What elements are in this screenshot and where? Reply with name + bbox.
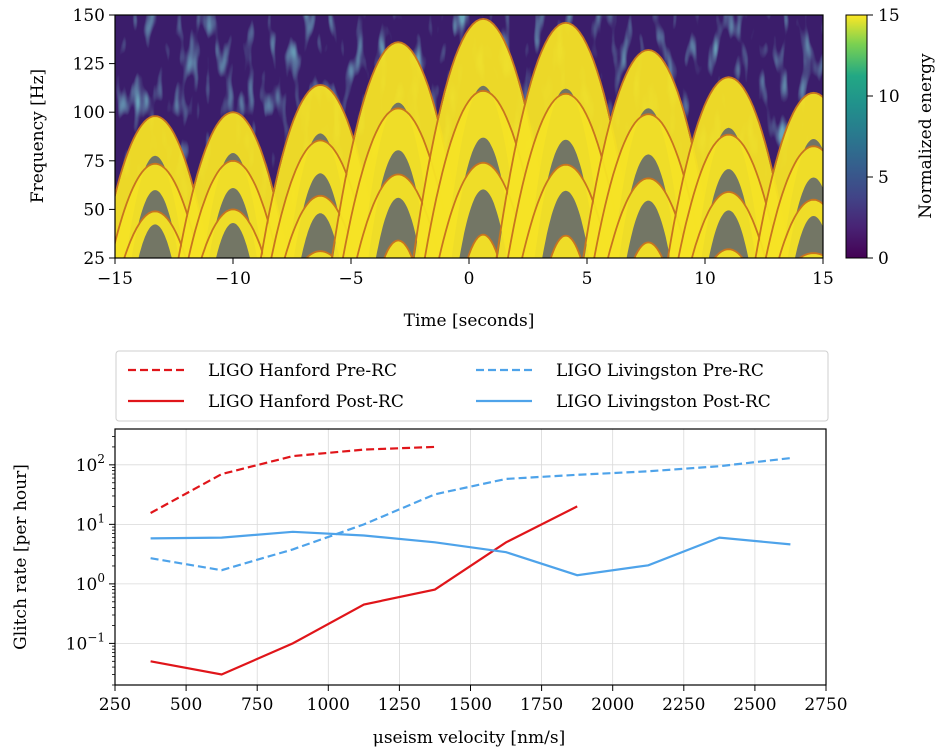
spectrogram-harmonic-line [549,234,582,258]
spectrogram-x-tick-label: 15 [812,269,834,289]
line-plot-x-tick-label: 2500 [733,695,776,715]
spectrogram-harmonic-line [764,145,823,258]
colorbar [846,15,867,258]
line-plot-x-tick-label: 2750 [804,695,847,715]
spectrogram-arch [330,41,466,258]
colorbar-tick-label: 15 [878,6,900,26]
legend-entry: LIGO Hanford Post-RC [128,392,404,412]
line-plot-y-axis-label: Glitch rate [per hour] [11,464,31,650]
spectrogram-gap [216,223,250,258]
spectrogram-y-tick-label: 125 [73,55,105,75]
legend-label: LIGO Livingston Post-RC [556,392,771,412]
spectrogram-harmonic-line [383,239,413,258]
line-series-ligo-livingston-pre-rc [150,457,791,572]
spectrogram-harmonic-line [305,250,335,258]
spectrogram-gap [375,197,421,258]
line-plot-x-tick-label: 250 [99,695,131,715]
spectrogram-gap [626,200,671,258]
spectrogram-x-axis-label: Time [seconds] [404,311,535,331]
colorbar-label: Normalized energy [916,53,936,219]
spectrogram-x-tick-label: −10 [215,269,251,289]
line-plot-x-tick-label: 1750 [520,695,563,715]
spectrogram-energy-band [468,234,499,258]
line-plot-y-tick-label: 102 [76,452,105,476]
spectrogram-harmonic-line [778,198,823,258]
legend-label: LIGO Hanford Pre-RC [208,361,397,381]
spectrogram-harmonic-line [123,210,187,258]
spectrogram-arch [115,115,210,258]
spectrogram-harmonic-line [200,208,266,258]
spectrogram-y-tick-label: 75 [83,152,105,172]
colorbar-frame [845,14,868,259]
line-series-ligo-livingston-post-rc [150,530,791,577]
spectrogram-harmonic-line [115,162,200,258]
line-plot-x-tick-label: 1000 [307,695,350,715]
spectrogram-gap [542,190,590,258]
line-plot-x-tick-label: 500 [170,695,202,715]
spectrogram-y-tick-label: 100 [73,103,105,123]
spectrogram-harmonic-line [667,76,791,258]
legend-entry: LIGO Hanford Pre-RC [128,361,397,381]
spectrogram-y-tick-label: 50 [83,200,105,220]
legend-entry: LIGO Livingston Post-RC [476,392,771,412]
colorbar-tick-label: 0 [878,249,889,269]
spectrogram-y-tick-label: 25 [83,249,105,269]
spectrogram-harmonic-line [467,233,500,258]
spectrogram-harmonic-line [115,115,210,258]
spectrogram-x-tick-label: 5 [582,269,593,289]
spectrogram-x-tick-label: −5 [338,269,363,289]
spectrogram-harmonic-line [691,190,767,258]
legend-label: LIGO Hanford Post-RC [208,392,404,412]
spectrogram-harmonic-line [677,133,780,258]
colorbar-tick-label: 10 [878,87,900,107]
line-plot-x-tick-label: 750 [241,695,273,715]
line-plot-x-tick-label: 1250 [378,695,421,715]
spectrogram-x-tick-label: 10 [694,269,716,289]
spectrogram-gap [795,216,823,258]
line-series-ligo-hanford-post-rc [150,505,578,676]
spectrogram-y-tick-label: 150 [73,6,105,26]
spectrogram-y-axis-label: Frequency [Hz] [28,69,48,203]
spectrogram-arch [667,76,791,258]
spectrogram-energy-band [384,240,412,258]
spectrogram-gap [708,210,749,258]
line-plot-x-tick-label: 1500 [449,695,492,715]
line-plot-y-tick-label: 101 [76,511,105,535]
line-plot-x-tick-label: 2250 [662,695,705,715]
colorbar-tick-label: 5 [878,168,889,188]
legend-label: LIGO Livingston Pre-RC [556,361,764,381]
spectrogram-gap [138,224,172,258]
line-plot-y-tick-label: 10−1 [66,630,105,654]
line-plot-x-axis-label: μseism velocity [nm/s] [373,728,565,748]
spectrogram-gap [301,213,340,258]
line-series-ligo-hanford-pre-rc [150,445,435,514]
spectrogram-harmonic-line [187,159,279,258]
line-plot-x-tick-label: 2000 [591,695,634,715]
legend-box [115,350,829,422]
legend-entry: LIGO Livingston Pre-RC [476,361,764,381]
spectrogram-harmonic-line [754,91,823,258]
line-plot-y-tick-label: 100 [76,571,105,595]
spectrogram-arch [754,91,823,258]
spectrogram-harmonic-line [633,241,664,258]
spectrogram-arch [177,111,289,258]
spectrogram-harmonic-line [713,248,744,258]
spectrogram-gap [459,189,507,258]
spectrogram-x-tick-label: 0 [464,269,475,289]
spectrogram-harmonic-line [177,111,289,258]
spectrogram-x-tick-label: −15 [97,269,133,289]
